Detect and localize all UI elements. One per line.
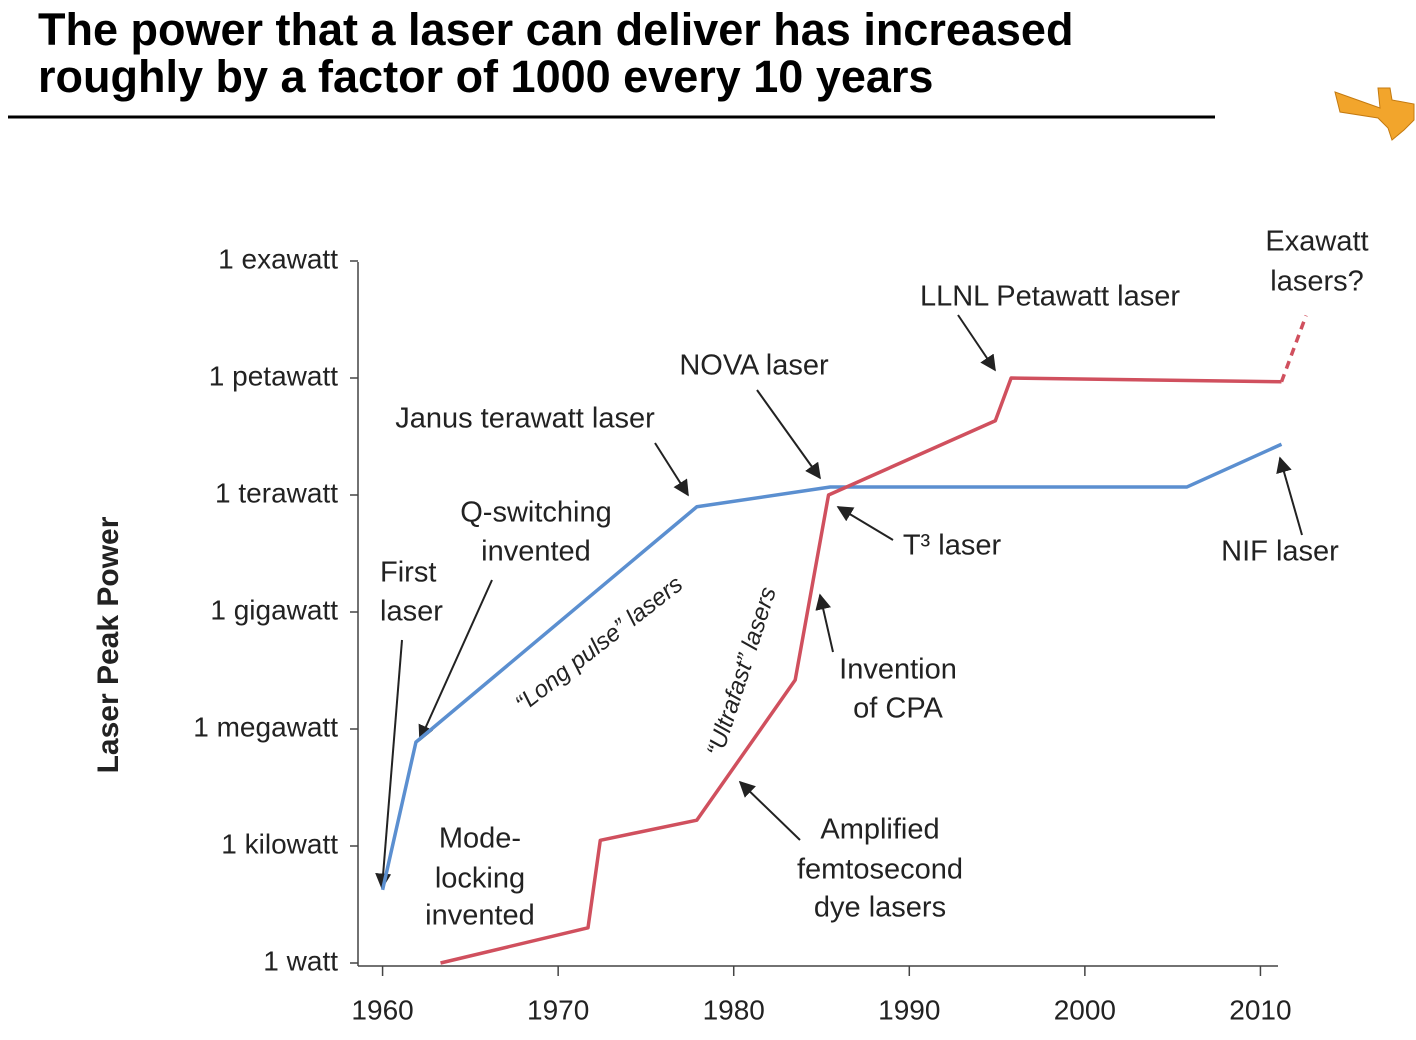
x-tick-label: 1980 — [703, 994, 765, 1025]
x-tick-label: 2010 — [1229, 994, 1291, 1025]
annotation: of CPA — [853, 693, 943, 725]
arrow — [738, 780, 801, 841]
y-axis-label: Laser Peak Power — [92, 516, 125, 773]
title-line: roughly by a factor of 1000 every 10 yea… — [38, 51, 933, 102]
title-line: The power that a laser can deliver has i… — [38, 4, 1073, 55]
arrow — [756, 389, 821, 480]
annotation: NOVA laser — [679, 350, 829, 382]
annotation: Mode- — [439, 823, 521, 855]
annotation: Amplified — [820, 814, 939, 846]
arrow — [957, 314, 996, 372]
arrow — [815, 593, 834, 653]
arrows — [375, 314, 1303, 890]
annotation: Invention — [839, 654, 957, 686]
annotations: Exawatt lasers? LLNL Petawatt laser NOVA… — [380, 226, 1369, 932]
logo — [1334, 87, 1415, 141]
y-tick-label: 1 exawatt — [218, 243, 338, 274]
series-line — [1279, 314, 1308, 383]
annotation: femtosecond — [797, 854, 963, 886]
x-tick-label: 1960 — [351, 994, 413, 1025]
x-tick-label: 2000 — [1054, 994, 1116, 1025]
arrow — [418, 579, 493, 742]
annotation: Q-switching — [460, 497, 612, 529]
annotation: locking — [435, 863, 525, 895]
y-tick-label: 1 watt — [263, 945, 338, 976]
x-tick-label: 1970 — [527, 994, 589, 1025]
annotation: NIF laser — [1221, 536, 1339, 568]
annotation: T³ laser — [903, 530, 1002, 562]
y-tick-label: 1 kilowatt — [221, 828, 338, 859]
annotation: laser — [380, 596, 443, 628]
arrow — [1276, 456, 1303, 536]
annotation: lasers? — [1270, 266, 1364, 298]
annotation: dye lasers — [814, 892, 946, 924]
series-line — [380, 442, 1283, 891]
annotation: Exawatt — [1265, 226, 1368, 258]
y-tick-label: 1 petawatt — [209, 360, 338, 391]
y-tick-label: 1 gigawatt — [210, 594, 338, 625]
annotation: First — [380, 557, 436, 589]
series-label: “Long pulse” lasers — [511, 571, 688, 718]
annotation: invented — [481, 536, 591, 568]
arrow — [654, 442, 689, 497]
annotation: LLNL Petawatt laser — [920, 281, 1180, 313]
arrow — [375, 639, 403, 890]
x-tick-label: 1990 — [878, 994, 940, 1025]
series-line — [440, 376, 1282, 965]
arrow — [836, 506, 894, 541]
annotation: Janus terawatt laser — [395, 403, 655, 435]
series-label: “Ultrafast” lasers — [702, 584, 782, 760]
annotation: invented — [425, 900, 535, 932]
y-tick-label: 1 terawatt — [215, 477, 338, 508]
y-tick-label: 1 megawatt — [193, 711, 338, 742]
